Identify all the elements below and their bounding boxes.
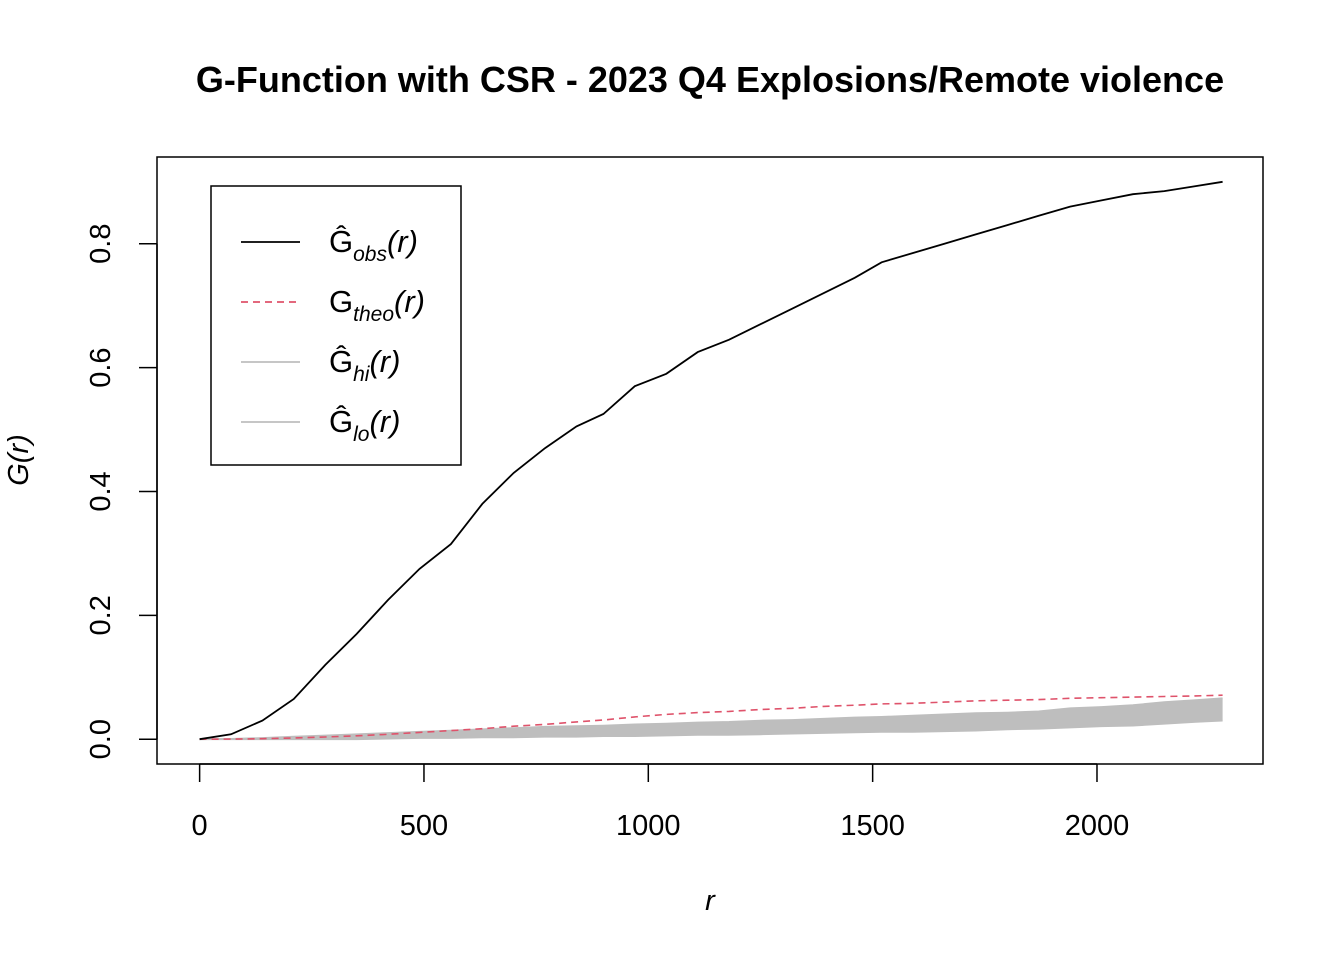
x-tick-label: 1500 [840, 810, 905, 842]
y-tick-label: 0.0 [85, 719, 117, 759]
y-tick-label: 0.6 [85, 347, 117, 387]
legend: Ĝobs(r)Gtheo(r)Ĝhi(r)Ĝlo(r) [210, 185, 462, 466]
x-axis-label: r [705, 885, 716, 917]
x-tick-label: 0 [192, 810, 208, 842]
y-tick-label: 0.2 [85, 595, 117, 635]
series-line-obs [199, 180, 1223, 741]
x-tick-label: 2000 [1065, 810, 1130, 842]
legend-box [210, 185, 462, 466]
y-tick-label: 0.4 [85, 471, 117, 511]
x-tick-label: 500 [400, 810, 448, 842]
series-line-theo [199, 694, 1223, 741]
y-tick-label: 0.8 [85, 224, 117, 264]
chart-title: G-Function with CSR - 2023 Q4 Explosions… [196, 59, 1224, 100]
series-line-hi [199, 697, 1223, 741]
plot-area [199, 180, 1223, 741]
legend-label-obs: Ĝobs(r) [329, 224, 418, 266]
x-axis: 0 500 1000 1500 2000 [192, 763, 1130, 842]
x-tick-label: 1000 [616, 810, 681, 842]
y-axis: 0.0 0.2 0.4 0.6 0.8 [85, 224, 158, 759]
series-line-lo [199, 719, 1223, 741]
envelope-band [199, 698, 1223, 740]
y-axis-label: G(r) [3, 434, 35, 486]
